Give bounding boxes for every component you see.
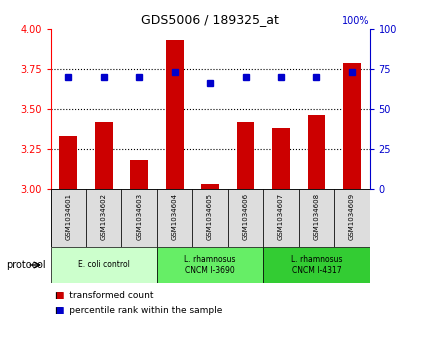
Text: GSM1034601: GSM1034601 bbox=[65, 193, 71, 240]
Bar bbox=[343, 62, 361, 189]
Bar bbox=[263, 247, 370, 283]
Text: GSM1034604: GSM1034604 bbox=[172, 193, 178, 240]
Bar bbox=[130, 160, 148, 189]
Bar bbox=[51, 247, 157, 283]
Bar bbox=[228, 189, 263, 247]
Bar bbox=[59, 136, 77, 189]
Text: ■  percentile rank within the sample: ■ percentile rank within the sample bbox=[55, 306, 222, 315]
Bar bbox=[121, 189, 157, 247]
Bar bbox=[299, 189, 334, 247]
Bar bbox=[86, 189, 121, 247]
Bar bbox=[334, 189, 370, 247]
Text: E. coli control: E. coli control bbox=[78, 261, 130, 269]
Text: GSM1034605: GSM1034605 bbox=[207, 193, 213, 240]
Title: GDS5006 / 189325_at: GDS5006 / 189325_at bbox=[141, 13, 279, 26]
Text: L. rhamnosus
CNCM I-3690: L. rhamnosus CNCM I-3690 bbox=[184, 255, 236, 275]
Bar bbox=[308, 115, 325, 189]
Text: GSM1034609: GSM1034609 bbox=[349, 193, 355, 240]
Bar bbox=[237, 122, 254, 189]
Text: GSM1034603: GSM1034603 bbox=[136, 193, 142, 240]
Bar bbox=[166, 40, 183, 189]
Text: protocol: protocol bbox=[7, 260, 46, 270]
Text: GSM1034607: GSM1034607 bbox=[278, 193, 284, 240]
Bar bbox=[157, 189, 192, 247]
Text: GSM1034608: GSM1034608 bbox=[313, 193, 319, 240]
Text: 100%: 100% bbox=[342, 16, 370, 26]
Bar bbox=[272, 128, 290, 189]
Bar bbox=[201, 184, 219, 189]
Bar bbox=[95, 122, 113, 189]
Bar bbox=[157, 247, 263, 283]
Text: GSM1034602: GSM1034602 bbox=[101, 193, 107, 240]
Text: ■  transformed count: ■ transformed count bbox=[55, 291, 154, 300]
Text: GSM1034606: GSM1034606 bbox=[242, 193, 249, 240]
Bar bbox=[263, 189, 299, 247]
Text: ■: ■ bbox=[55, 306, 63, 315]
Bar bbox=[192, 189, 228, 247]
Text: ■: ■ bbox=[55, 291, 63, 300]
Bar bbox=[51, 189, 86, 247]
Text: L. rhamnosus
CNCM I-4317: L. rhamnosus CNCM I-4317 bbox=[291, 255, 342, 275]
